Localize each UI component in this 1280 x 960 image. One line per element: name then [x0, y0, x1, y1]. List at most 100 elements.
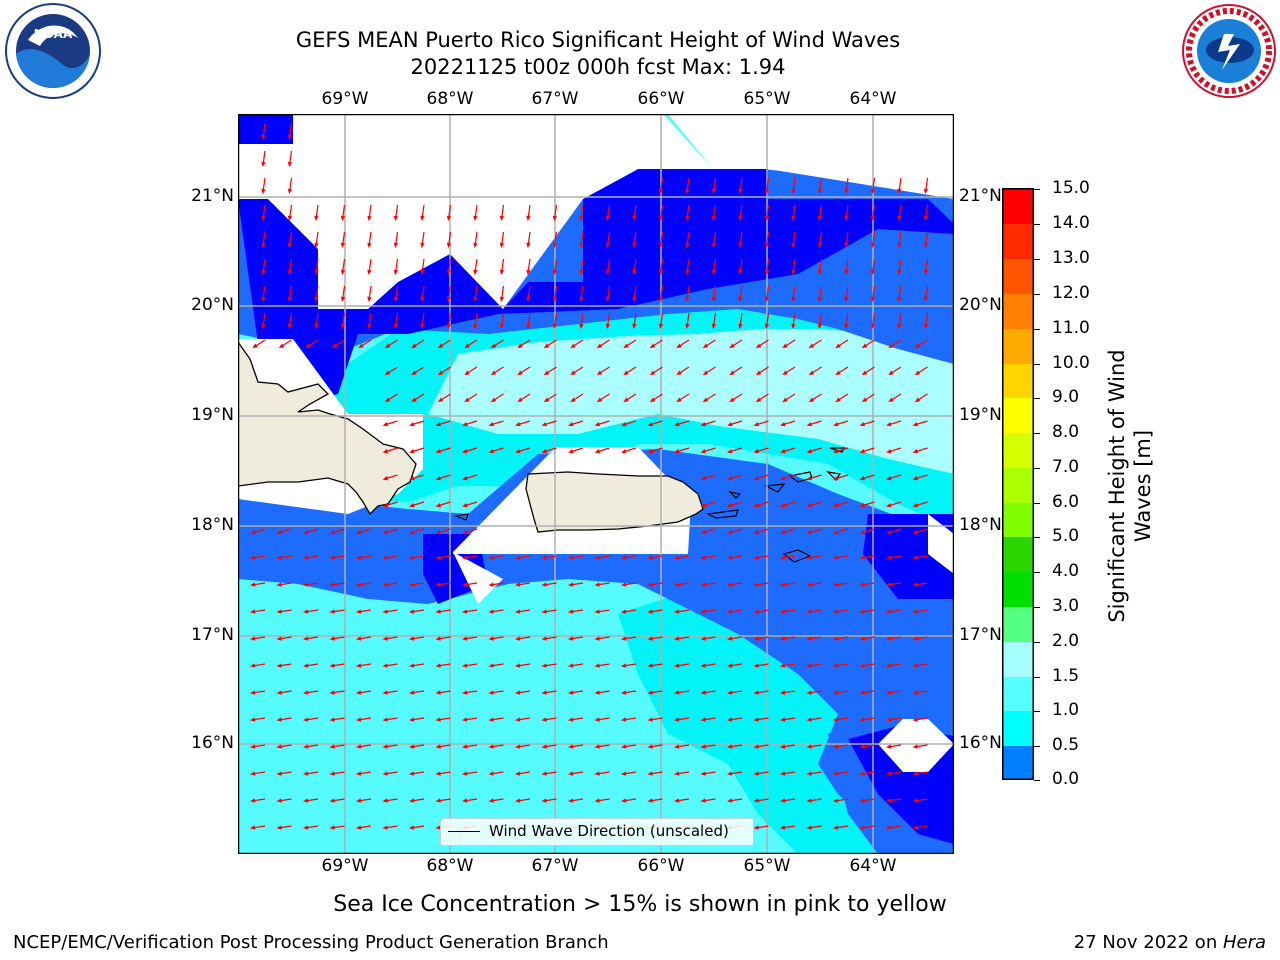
direction-arrow [278, 339, 292, 349]
direction-arrow [552, 204, 558, 221]
direction-arrow [764, 285, 770, 302]
footer-date: 27 Nov 2022 on Hera [1074, 932, 1266, 953]
colorbar-tick-mark [1034, 677, 1040, 678]
direction-arrow [473, 231, 478, 248]
direction-arrow [499, 258, 505, 275]
direction-arrow [594, 636, 610, 641]
direction-arrow [844, 312, 849, 329]
direction-arrow [780, 609, 796, 614]
direction-arrow [261, 177, 266, 194]
direction-arrow [409, 420, 425, 427]
direction-arrow [870, 258, 876, 275]
direction-arrow [833, 717, 849, 722]
direction-arrow [738, 177, 743, 194]
direction-arrow [727, 663, 743, 668]
direction-arrow [543, 393, 557, 403]
direction-arrow [738, 231, 743, 248]
direction-arrow [579, 204, 584, 221]
direction-arrow [541, 609, 557, 614]
wave-height-map: Wind Wave Direction (unscaled) [237, 113, 955, 855]
direction-arrow [420, 204, 425, 221]
colorbar-tick-mark [1034, 572, 1040, 573]
direction-arrow [435, 771, 451, 776]
direction-arrow [791, 312, 796, 329]
direction-arrow [780, 447, 796, 454]
direction-arrow [340, 285, 346, 302]
colorbar-segment [1002, 537, 1034, 573]
direction-arrow [780, 690, 796, 695]
direction-arrow [685, 177, 690, 194]
direction-arrow [621, 555, 637, 560]
direction-arrow [888, 339, 902, 349]
direction-arrow [727, 555, 743, 560]
direction-arrow [499, 285, 505, 302]
direction-arrow [623, 339, 637, 349]
direction-arrow [914, 339, 928, 349]
direction-arrow [314, 231, 319, 248]
direction-arrow [488, 420, 504, 427]
direction-arrow [515, 663, 531, 668]
direction-arrow [488, 663, 504, 668]
direction-arrow [700, 771, 716, 776]
colorbar-tick-mark [1034, 711, 1040, 712]
direction-arrow [727, 636, 743, 641]
direction-arrow [276, 663, 292, 668]
direction-arrow [526, 258, 531, 275]
direction-arrow [912, 501, 928, 508]
direction-arrow [897, 204, 902, 221]
direction-arrow [250, 825, 266, 830]
direction-arrow [329, 771, 345, 776]
direction-arrow [303, 582, 319, 587]
lon-label-bottom: 65°W [743, 856, 791, 876]
direction-arrow [594, 798, 610, 803]
direction-arrow [594, 555, 610, 560]
direction-arrow [833, 528, 849, 535]
direction-arrow [367, 204, 372, 221]
direction-arrow [261, 285, 266, 302]
direction-arrow [517, 366, 531, 376]
direction-arrow [568, 798, 584, 803]
direction-arrow [437, 366, 451, 376]
direction-arrow [462, 717, 478, 722]
colorbar-segment [1002, 677, 1034, 712]
colorbar-segment [1002, 642, 1034, 678]
direction-arrow [473, 258, 478, 275]
direction-arrow [314, 204, 319, 221]
direction-arrow [685, 285, 690, 302]
direction-arrow [552, 258, 558, 275]
direction-arrow [541, 582, 557, 587]
colorbar-segment [1002, 468, 1034, 504]
direction-arrow [340, 231, 346, 248]
colorbar-tick-mark [1034, 294, 1040, 295]
direction-arrow [541, 717, 557, 722]
lon-label-top: 67°W [531, 89, 579, 109]
direction-arrow [382, 636, 398, 641]
direction-arrow [764, 312, 770, 329]
direction-arrow [632, 258, 637, 275]
direction-arrow [912, 825, 928, 830]
direction-arrow [303, 825, 319, 830]
colorbar-segment [1002, 503, 1034, 538]
direction-arrow [384, 339, 398, 349]
colorbar-tick-mark [1034, 433, 1040, 434]
direction-arrow [647, 636, 663, 641]
direction-arrow [658, 312, 664, 329]
colorbar-tick-mark [1034, 780, 1040, 781]
direction-arrow [515, 744, 531, 749]
direction-arrow [356, 825, 372, 830]
direction-arrow [462, 636, 478, 641]
direction-arrow [780, 420, 796, 427]
legend-label: Wind Wave Direction (unscaled) [489, 822, 729, 840]
direction-arrow [700, 690, 716, 695]
direction-arrow [685, 312, 690, 329]
direction-arrow [835, 339, 849, 349]
direction-arrow [488, 744, 504, 749]
direction-arrow [594, 420, 610, 427]
direction-arrow [806, 744, 822, 749]
colorbar-tick-label: 13.0 [1052, 248, 1090, 268]
colorbar-tick-label: 6.0 [1052, 492, 1080, 512]
direction-arrow [658, 258, 664, 275]
direction-arrow [411, 366, 425, 376]
direction-arrow [806, 555, 822, 560]
direction-arrow [923, 177, 929, 194]
